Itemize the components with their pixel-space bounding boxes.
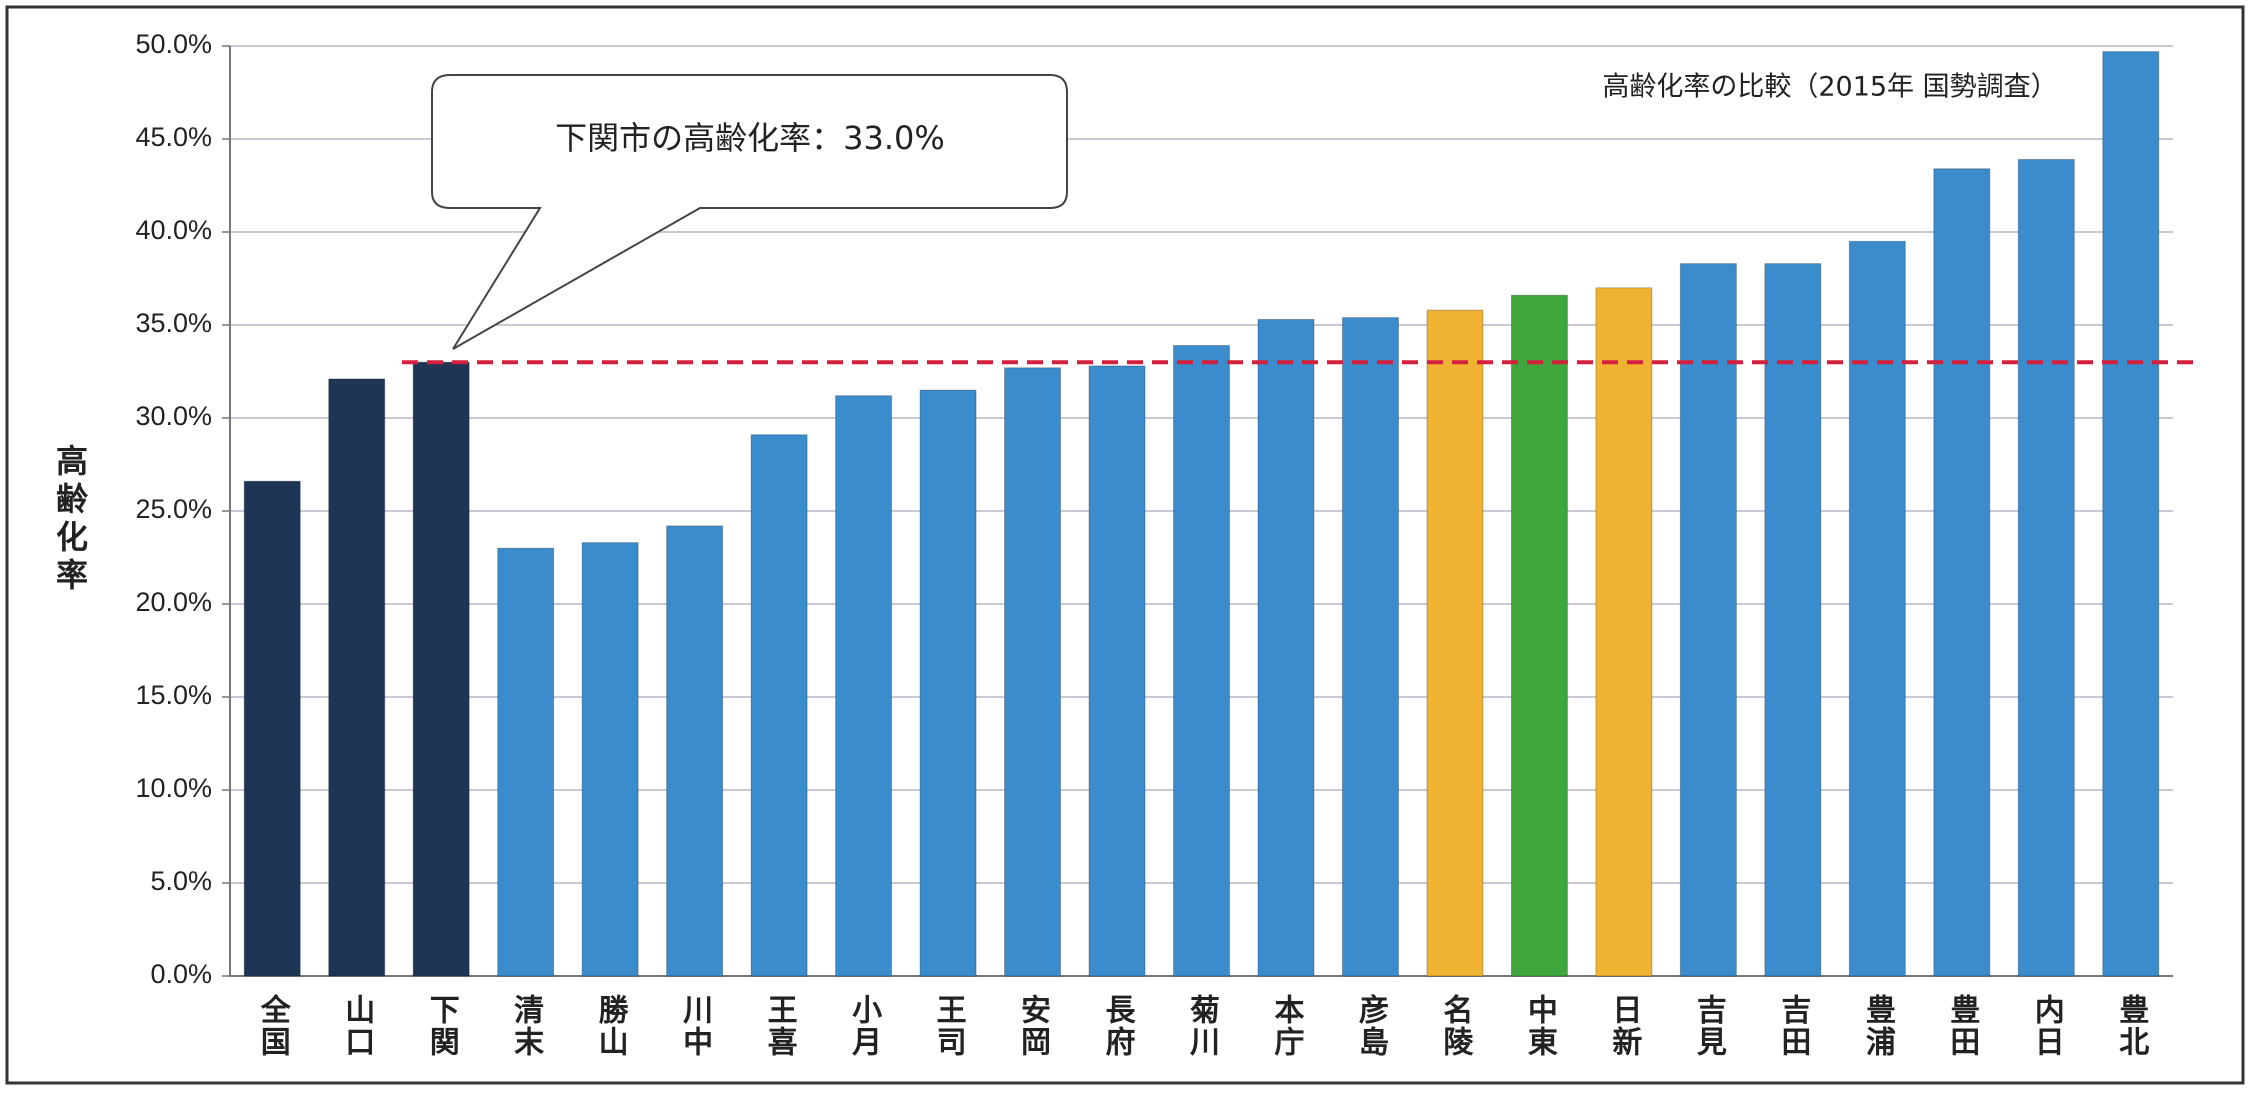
y-axis-label: 高齢化率 xyxy=(51,444,89,596)
x-tick-label: 名陵 xyxy=(1437,994,1473,1058)
bar xyxy=(1510,294,1568,977)
y-tick-label: 10.0% xyxy=(135,773,212,803)
x-tick-label: 豊浦 xyxy=(1860,994,1896,1058)
x-tick-label: 王司 xyxy=(931,994,966,1058)
x-tick-label: 清末 xyxy=(508,994,544,1058)
bar xyxy=(328,378,386,977)
y-tick-label: 35.0% xyxy=(135,308,212,338)
bar xyxy=(2017,158,2075,977)
x-tick-label: 中東 xyxy=(1522,994,1558,1058)
x-tick-label: 日新 xyxy=(1606,994,1642,1058)
bar xyxy=(1426,309,1484,977)
bar xyxy=(1173,344,1230,977)
y-tick-label: 5.0% xyxy=(150,866,212,896)
bar xyxy=(666,525,724,977)
chart-title: 高齢化率の比較（2015年 国勢調査） xyxy=(1602,72,2057,103)
x-tick-label: 小月 xyxy=(846,994,882,1058)
bar xyxy=(412,361,470,977)
y-tick-label: 30.0% xyxy=(135,401,212,431)
x-tick-label: 菊川 xyxy=(1184,994,1220,1058)
callout-bubble xyxy=(431,74,1068,350)
x-tick-label: 王喜 xyxy=(762,994,798,1058)
x-tick-label: 内日 xyxy=(2029,994,2064,1058)
x-tick-label: 勝山 xyxy=(593,994,629,1058)
x-tick-label: 安岡 xyxy=(1015,994,1050,1058)
y-tick-label: 15.0% xyxy=(135,680,212,710)
x-tick-label: 長府 xyxy=(1100,994,1136,1058)
bar xyxy=(243,480,301,977)
x-tick-label: 豊北 xyxy=(2113,994,2149,1058)
y-tick-label: 25.0% xyxy=(135,494,212,524)
y-tick-label: 0.0% xyxy=(150,959,212,989)
bar xyxy=(835,395,893,977)
bar xyxy=(1933,168,1991,977)
x-tick-label: 川中 xyxy=(677,994,713,1058)
bar xyxy=(497,547,555,977)
bar xyxy=(581,542,639,977)
bar xyxy=(1004,367,1062,977)
bar xyxy=(1679,263,1737,977)
y-tick-label: 40.0% xyxy=(135,215,212,245)
bar xyxy=(1764,263,1822,977)
y-tick-label: 45.0% xyxy=(135,122,212,152)
callout-text: 下関市の高齢化率：33.0% xyxy=(555,119,945,157)
x-tick-label: 山口 xyxy=(339,994,374,1058)
x-tick-label: 下関 xyxy=(424,994,459,1058)
bar xyxy=(2102,51,2160,977)
frame xyxy=(5,5,2245,1085)
x-tick-label: 彦島 xyxy=(1353,993,1389,1058)
bar xyxy=(1341,317,1399,977)
plot: 0.0% 5.0% 10.0% 15.0% 20.0% 25.0% 30.0% 35.0% 40… xyxy=(135,29,2195,1058)
x-tick-label: 吉田 xyxy=(1775,994,1810,1058)
bar xyxy=(1848,240,1906,977)
bar xyxy=(750,434,808,977)
x-tick-label: 豊田 xyxy=(1944,994,1979,1058)
y-tick-label: 20.0% xyxy=(135,587,212,617)
x-tick-label: 本庁 xyxy=(1268,994,1304,1058)
x-tick-label: 吉見 xyxy=(1691,994,1727,1058)
bar xyxy=(919,389,977,977)
y-tick-label: 50.0% xyxy=(135,29,212,59)
bar xyxy=(1595,287,1653,977)
x-tick-label: 全国 xyxy=(255,993,292,1058)
bar xyxy=(1257,318,1315,977)
bar xyxy=(1088,365,1146,977)
